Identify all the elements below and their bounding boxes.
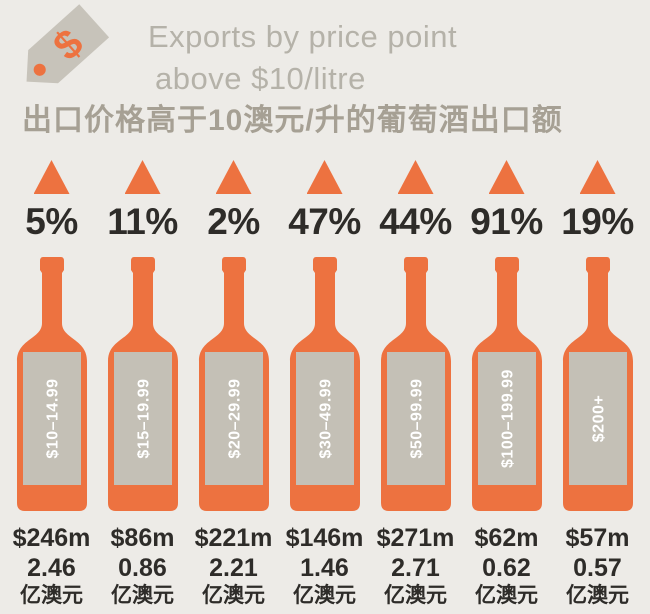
growth-up-arrow-icon: [124, 160, 161, 194]
bottle-label: [386, 352, 445, 485]
chart-title-line2: above $10/litre: [155, 61, 366, 96]
bottle-label: [568, 352, 627, 485]
bottle-label-text: $10–14.99: [44, 378, 61, 458]
export-value-yi-unit: 亿澳元: [475, 584, 538, 607]
bottle-label-text: $200+: [590, 395, 607, 442]
export-value-millions: $271m: [376, 524, 455, 552]
bottle-label: [22, 352, 81, 485]
export-value-yi-unit: 亿澳元: [293, 584, 356, 607]
bottle-label: [113, 352, 172, 485]
growth-percentage: 2%: [207, 201, 260, 242]
wine-bottle-icon: $30–49.99: [289, 257, 360, 511]
tag-hole-dot-icon: [33, 63, 46, 76]
wine-bottle-icon: $200+: [562, 257, 633, 511]
price-bracket-column: 2% $20–29.99 $221m 2.21 亿澳元: [188, 160, 279, 608]
price-bracket-column: 19% $200+ $57m 0.57 亿澳元: [552, 160, 643, 608]
growth-percentage: 47%: [288, 201, 361, 242]
export-value-yi-number: 0.57: [573, 554, 622, 582]
bottle-label: [295, 352, 354, 485]
export-value-millions: $146m: [285, 524, 364, 552]
wine-bottle-icon: $20–29.99: [198, 257, 269, 511]
export-value-yi-number: 1.46: [300, 554, 349, 582]
bottle-label-text: $50–99.99: [408, 378, 425, 458]
wine-bottle-icon: $100–199.99: [471, 257, 542, 511]
chart-subtitle-chinese: 出口价格高于10澳元/升的葡萄酒出口额: [22, 104, 563, 137]
price-tag-icon: $: [26, 4, 110, 84]
growth-percentage: 19%: [561, 201, 634, 242]
growth-percentage: 11%: [107, 201, 178, 242]
chart-title: Exports by price point above $10/litre: [148, 16, 457, 100]
export-value-yi-unit: 亿澳元: [202, 584, 265, 607]
bottle-label-text: $15–19.99: [135, 378, 152, 458]
export-value-millions: $221m: [194, 524, 273, 552]
export-value-yi-unit: 亿澳元: [20, 584, 83, 607]
export-value-yi-number: 2.71: [391, 554, 440, 582]
export-value-yi-unit: 亿澳元: [384, 584, 447, 607]
export-value-millions: $246m: [12, 524, 91, 552]
growth-up-arrow-icon: [488, 160, 525, 194]
export-value-yi-number: 2.21: [209, 554, 258, 582]
export-value-millions: $57m: [565, 524, 630, 552]
export-value-yi-number: 0.86: [118, 554, 167, 582]
wine-bottle-icon: $10–14.99: [16, 257, 87, 511]
price-bracket-column: 44% $50–99.99 $271m 2.71 亿澳元: [370, 160, 461, 608]
price-bracket-column: 11% $15–19.99 $86m 0.86 亿澳元: [97, 160, 188, 608]
export-value-yi-unit: 亿澳元: [566, 584, 629, 607]
bottle-label-text: $30–49.99: [317, 378, 334, 458]
growth-percentage: 5%: [25, 201, 78, 242]
bottle-label: [204, 352, 263, 485]
export-value-yi-number: 0.62: [482, 554, 531, 582]
growth-percentage: 44%: [379, 201, 452, 242]
growth-up-arrow-icon: [306, 160, 343, 194]
export-value-millions: $62m: [474, 524, 539, 552]
export-value-yi-number: 2.46: [27, 554, 76, 582]
price-bracket-column: 91% $100–199.99 $62m 0.62 亿澳元: [461, 160, 552, 608]
chart-title-line1: Exports by price point: [148, 19, 458, 54]
growth-up-arrow-icon: [215, 160, 252, 194]
growth-up-arrow-icon: [579, 160, 616, 194]
price-tag-shape: [26, 4, 110, 84]
growth-percentage: 91%: [470, 201, 543, 242]
wine-bottle-icon: $50–99.99: [380, 257, 451, 511]
price-bracket-column: 5% $10–14.99 $246m 2.46 亿澳元: [6, 160, 97, 608]
wine-bottle-icon: $15–19.99: [107, 257, 178, 511]
price-bracket-column: 47% $30–49.99 $146m 1.46 亿澳元: [279, 160, 370, 608]
bottle-label-text: $100–199.99: [499, 369, 516, 468]
export-value-yi-unit: 亿澳元: [111, 584, 174, 607]
bottle-label: [477, 352, 536, 485]
bottle-label-text: $20–29.99: [226, 378, 243, 458]
growth-up-arrow-icon: [397, 160, 434, 194]
bottle-chart: 5% $10–14.99 $246m 2.46 亿澳元 11% $15–19.9…: [6, 160, 643, 608]
export-value-millions: $86m: [110, 524, 175, 552]
growth-up-arrow-icon: [33, 160, 70, 194]
